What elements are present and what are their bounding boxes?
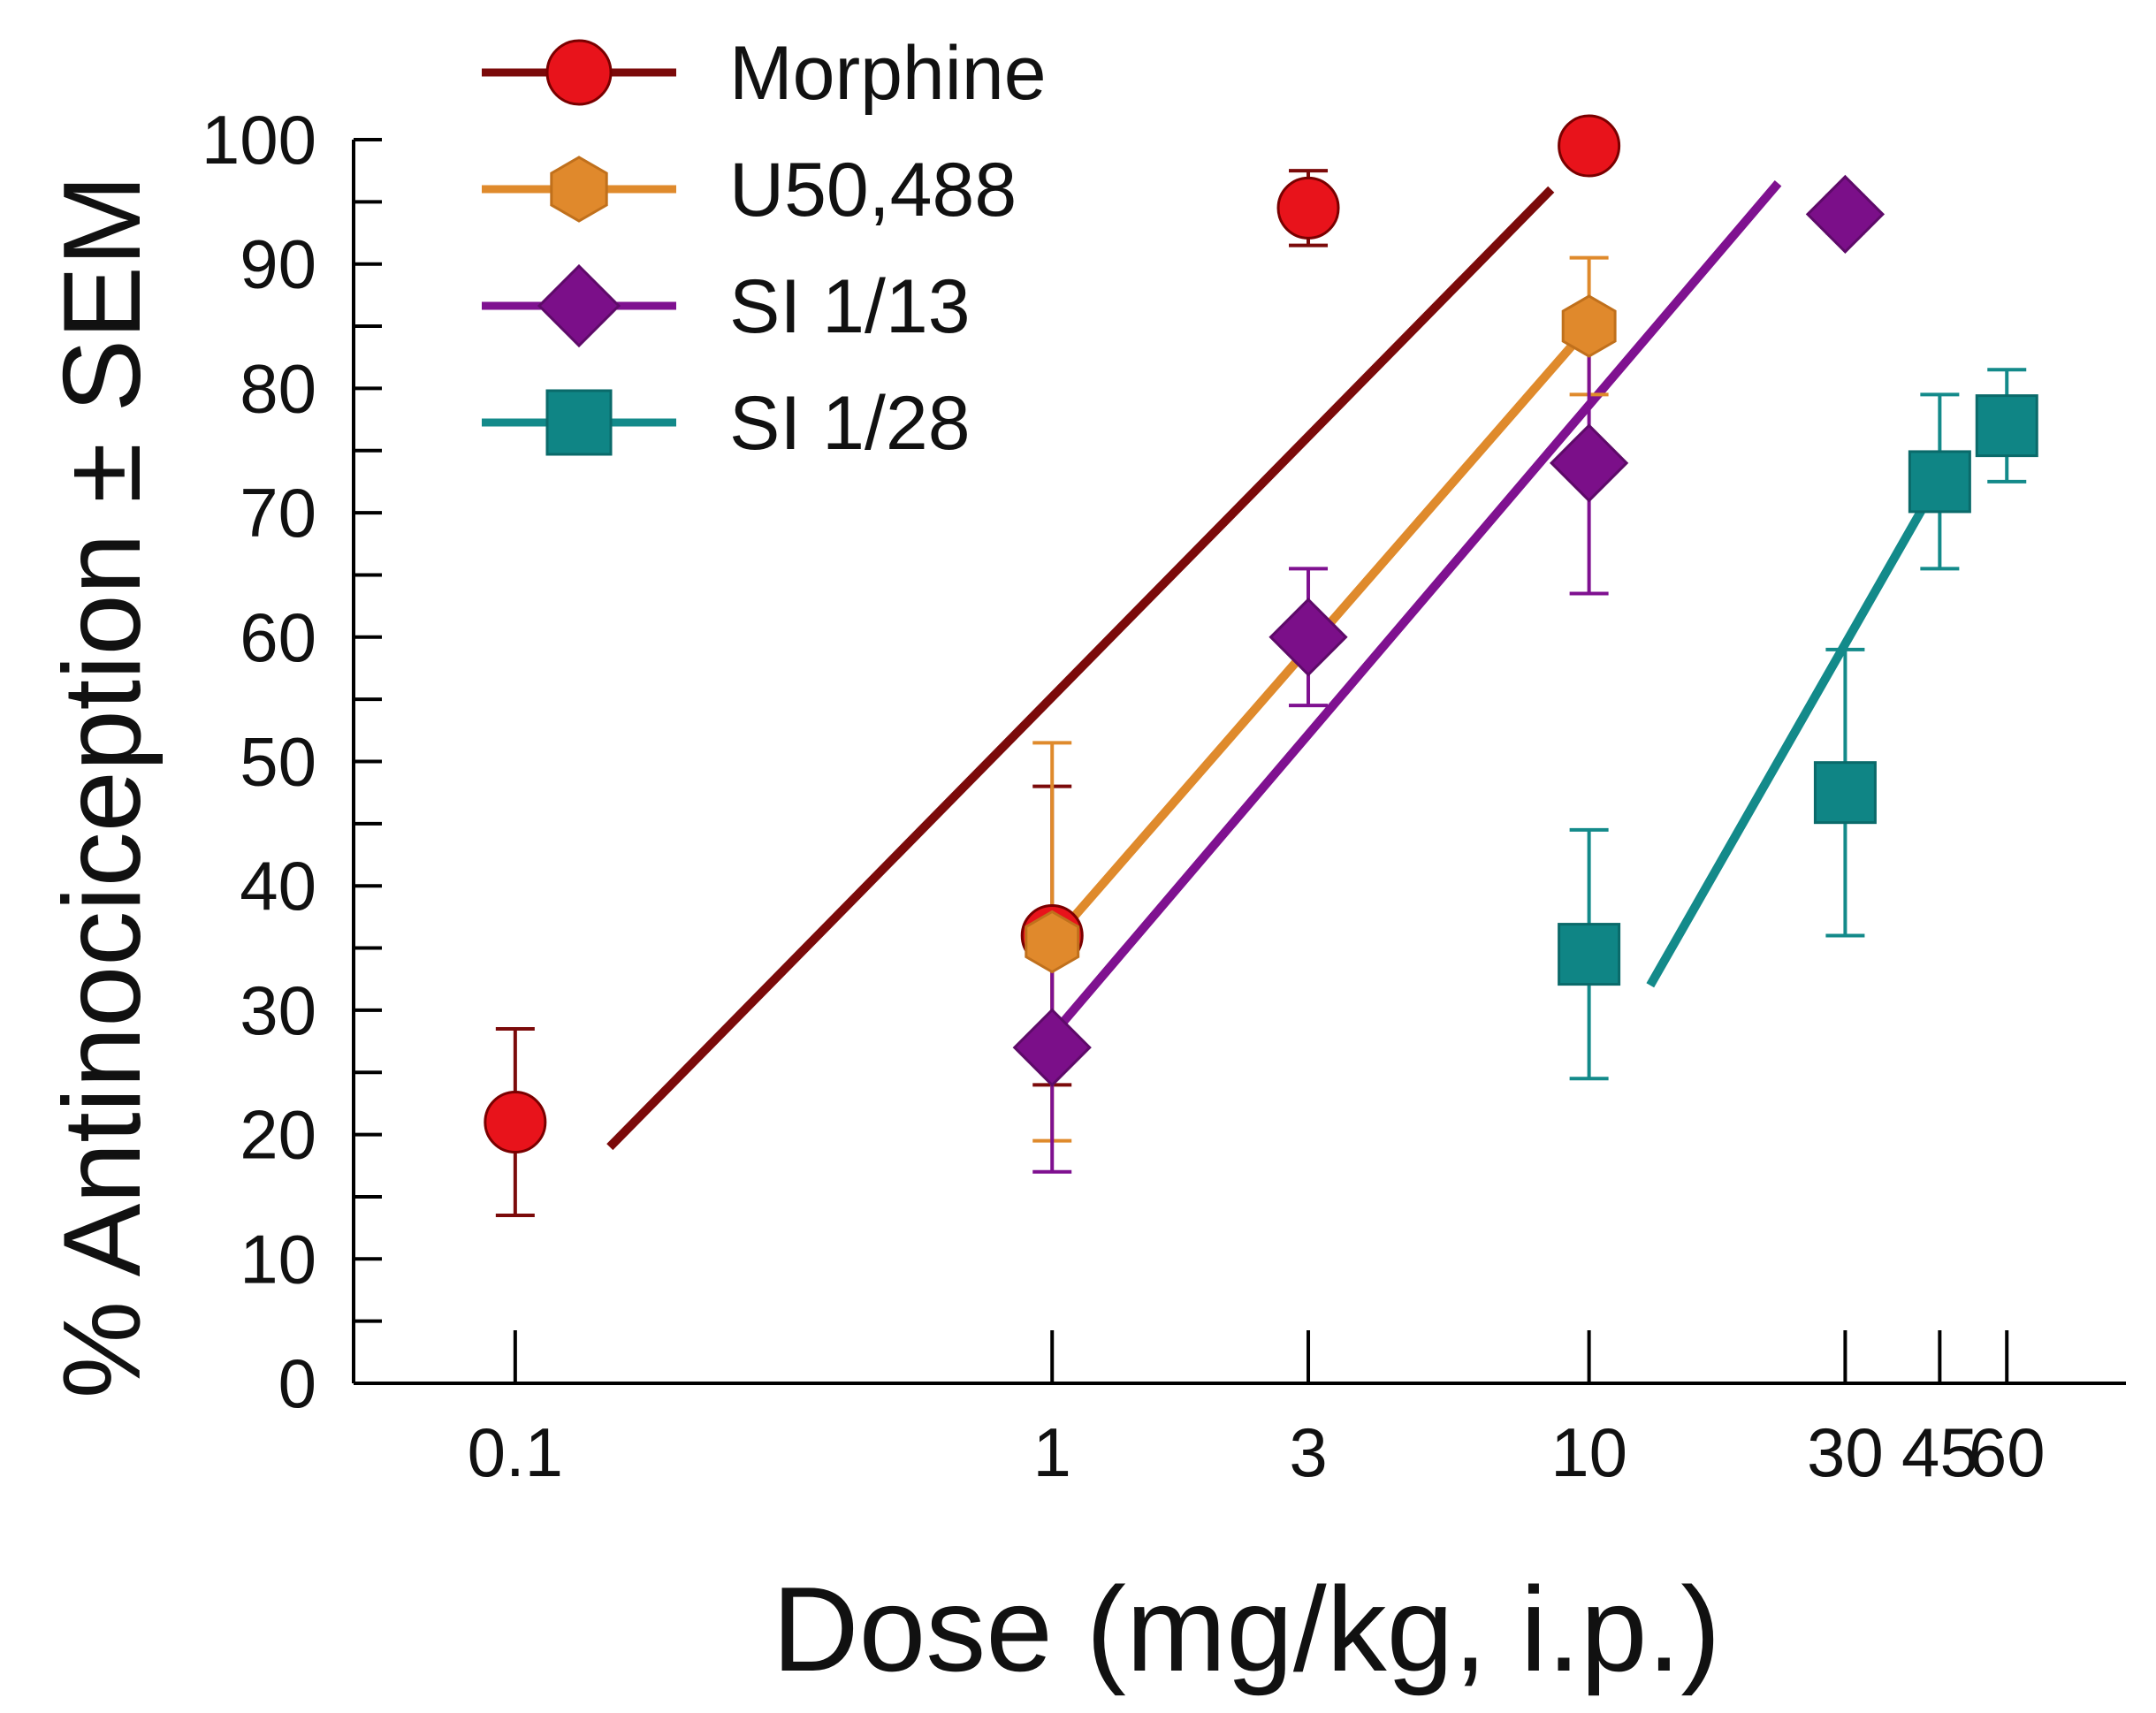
- legend-hexagon-marker: [550, 156, 608, 223]
- y-axis-title: % Antinociception ± SEM: [42, 175, 164, 1399]
- x-tick-label: 3: [1289, 1413, 1327, 1491]
- y-tick-label: 20: [240, 1096, 316, 1174]
- markers: [484, 114, 2038, 1154]
- y-tick-label: 60: [240, 598, 316, 676]
- x-tick-label: 60: [1969, 1413, 2046, 1491]
- legend-label: SI 1/28: [729, 381, 971, 466]
- circle-data-point: [1276, 176, 1340, 240]
- legend-label: U50,488: [729, 148, 1017, 232]
- fit-line-si-1-28: [1646, 504, 1928, 988]
- y-tick-label: 90: [240, 225, 316, 303]
- x-tick-label: 0.1: [468, 1413, 563, 1491]
- circle-data-point: [1558, 114, 1621, 178]
- x-tick-label: 30: [1807, 1413, 1884, 1491]
- square-data-point: [1975, 394, 2038, 458]
- hexagon-data-point: [1025, 910, 1080, 974]
- legend-circle-marker: [545, 39, 613, 106]
- legend-label: Morphine: [729, 31, 1047, 116]
- y-tick-label: 50: [240, 723, 316, 801]
- y-tick-label: 0: [278, 1344, 316, 1422]
- fit-line-si-1-13: [1048, 180, 1782, 1039]
- fit-line-morphine: [606, 186, 1555, 1151]
- square-data-point: [1558, 923, 1621, 986]
- diamond-data-point: [1805, 174, 1886, 255]
- x-tick-label: 10: [1550, 1413, 1627, 1491]
- square-data-point: [1813, 761, 1877, 825]
- y-tick-label: 80: [240, 349, 316, 427]
- legend: Morphine U50,488 SI 1/13 SI 1/28: [482, 31, 1047, 466]
- y-tick-label: 10: [240, 1220, 316, 1298]
- y-tick-label: 30: [240, 971, 316, 1049]
- diamond-data-point: [1012, 1008, 1092, 1087]
- legend-square-marker: [545, 389, 613, 456]
- legend-label: SI 1/13: [729, 264, 971, 349]
- circle-data-point: [484, 1091, 547, 1154]
- x-tick-label: 45: [1901, 1413, 1978, 1491]
- legend-diamond-marker: [537, 263, 621, 348]
- y-tick-label: 70: [240, 474, 316, 552]
- diamond-data-point: [1268, 598, 1348, 677]
- x-axis-title: Dose (mg/kg, i.p.): [772, 1562, 1720, 1696]
- y-ticks: 0 10 20 30 40 50 60 70 80 90 100: [202, 101, 382, 1422]
- x-tick-label: 1: [1033, 1413, 1071, 1491]
- hexagon-data-point: [1561, 294, 1617, 358]
- square-data-point: [1908, 450, 1971, 514]
- error-bars: [495, 169, 2027, 1218]
- y-tick-label: 40: [240, 847, 316, 925]
- y-tick-label: 100: [202, 101, 316, 179]
- diamond-data-point: [1549, 423, 1629, 503]
